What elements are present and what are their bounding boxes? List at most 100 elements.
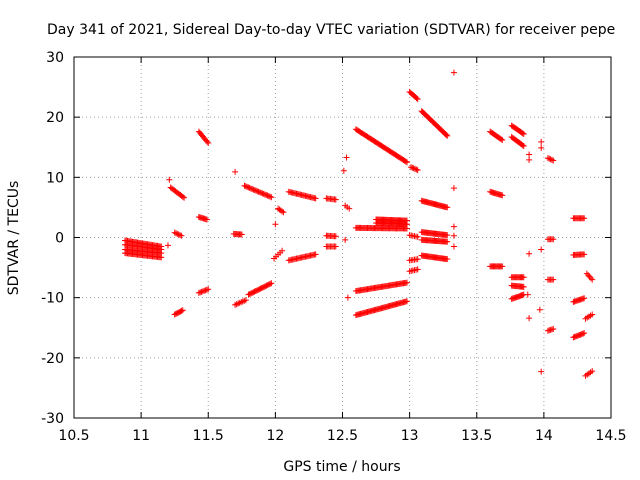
data-point <box>204 138 211 145</box>
data-point <box>581 215 588 222</box>
data-point <box>199 288 206 295</box>
data-point <box>444 238 451 245</box>
data-point <box>312 251 319 258</box>
grid-lines <box>74 57 611 418</box>
data-point <box>197 289 204 296</box>
data-point <box>581 251 588 258</box>
data-point <box>403 298 410 305</box>
data-point <box>548 156 555 163</box>
data-point <box>343 154 350 161</box>
data-point <box>589 311 596 318</box>
data-point <box>242 297 249 304</box>
data-point <box>254 188 261 195</box>
data-point <box>550 157 557 164</box>
data-point <box>410 165 417 172</box>
data-point <box>414 256 421 263</box>
data-point <box>238 231 245 238</box>
data-point <box>173 230 180 237</box>
data-point <box>413 166 420 173</box>
data-point <box>241 182 248 189</box>
data-point <box>409 164 416 171</box>
data-point <box>414 266 421 273</box>
data-point <box>520 131 527 138</box>
data-point <box>499 263 506 270</box>
data-point <box>413 95 420 102</box>
data-point <box>550 276 557 283</box>
data-point <box>526 250 533 257</box>
data-point <box>450 69 457 76</box>
data-point <box>249 186 256 193</box>
data-point <box>538 246 545 253</box>
data-point <box>519 142 526 149</box>
data-point <box>312 195 319 202</box>
data-point <box>158 254 165 261</box>
data-point <box>259 190 266 197</box>
data-point <box>526 156 533 163</box>
data-point <box>586 273 593 280</box>
data-point <box>544 155 551 162</box>
data-point <box>268 194 275 201</box>
data-point <box>181 194 188 201</box>
data-point <box>443 131 450 138</box>
data-point <box>407 164 414 171</box>
data-point <box>589 276 596 283</box>
data-point <box>261 191 268 198</box>
data-point <box>444 256 451 263</box>
data-point <box>520 283 527 290</box>
data-point <box>256 189 263 196</box>
data-point <box>546 155 553 162</box>
data-point <box>268 280 275 287</box>
data-point <box>251 187 258 194</box>
data-point <box>201 287 208 294</box>
data-point <box>520 274 527 281</box>
data-point <box>203 216 210 223</box>
data-point <box>526 151 533 158</box>
data-point <box>519 130 526 137</box>
y-tick-label: -30 <box>41 411 64 427</box>
chart-title: Day 341 of 2021, Sidereal Day-to-day VTE… <box>47 22 615 38</box>
data-point <box>583 270 590 277</box>
x-tick-label: 11.5 <box>193 428 224 444</box>
data-point <box>179 193 186 200</box>
data-point <box>232 168 239 175</box>
data-point <box>444 132 451 139</box>
data-point <box>550 325 557 332</box>
data-point <box>245 184 252 191</box>
data-point <box>332 196 339 203</box>
data-point <box>342 236 349 243</box>
data-point <box>450 243 457 250</box>
y-tick-label: -10 <box>41 291 64 307</box>
data-point <box>450 232 457 239</box>
data-point <box>179 307 186 314</box>
data-point <box>403 159 410 166</box>
data-point <box>267 193 274 200</box>
data-point <box>164 242 171 249</box>
data-point <box>279 208 286 215</box>
data-point <box>260 190 267 197</box>
data-point <box>244 183 251 190</box>
data-point <box>536 306 543 313</box>
data-point <box>332 233 339 240</box>
data-point <box>538 368 545 375</box>
data-point <box>589 368 596 375</box>
x-tick-label: 14.5 <box>595 428 626 444</box>
data-point <box>340 167 347 174</box>
data-point <box>171 229 178 236</box>
y-axis-label: SDTVAR / TECUs <box>6 181 22 296</box>
data-point <box>195 289 202 296</box>
y-tick-label: 10 <box>46 170 64 186</box>
data-point <box>450 185 457 192</box>
data-point <box>538 138 545 145</box>
data-point <box>255 188 262 195</box>
data-point <box>499 137 506 144</box>
data-point <box>178 307 185 314</box>
data-point <box>581 295 588 302</box>
data-point <box>414 96 421 103</box>
y-tick-label: -20 <box>41 351 64 367</box>
data-point <box>346 205 353 212</box>
x-tick-label: 10.5 <box>58 428 89 444</box>
data-point <box>587 275 594 282</box>
x-tick-label: 11 <box>132 428 150 444</box>
data-point <box>547 156 554 163</box>
